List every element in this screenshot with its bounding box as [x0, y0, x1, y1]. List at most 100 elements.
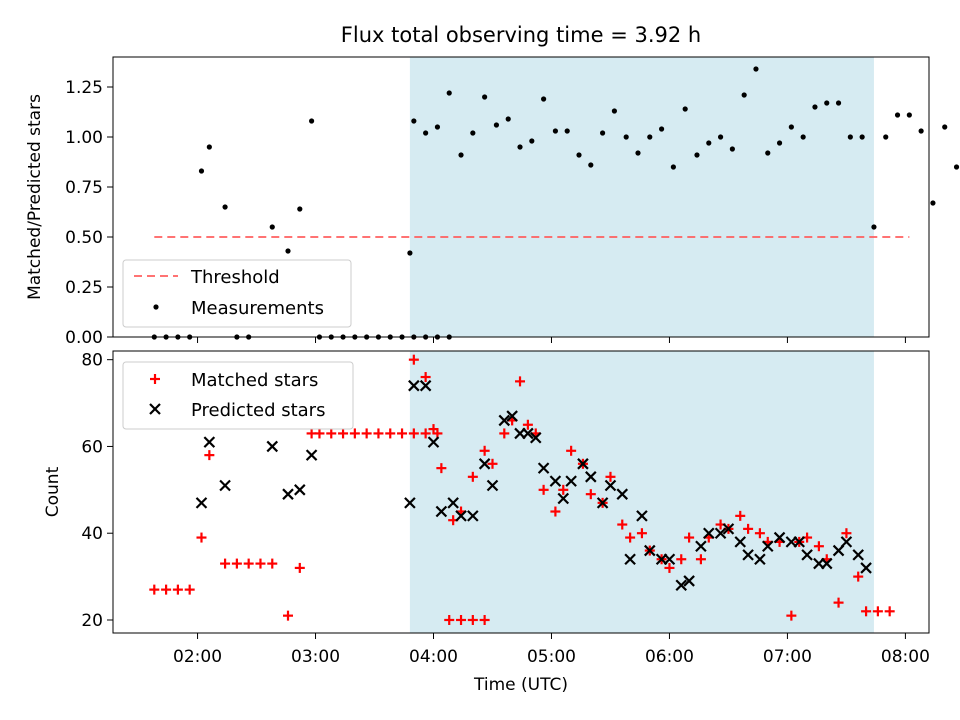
- top-y-axis-label: Matched/Predicted stars: [25, 94, 45, 300]
- predicted-star-point: [203, 436, 216, 448]
- predicted-star-point: [860, 562, 872, 574]
- predicted-star-point: [695, 540, 707, 553]
- matched-star-point: [515, 376, 526, 387]
- measurement-point: [635, 150, 641, 156]
- matched-star-point: [243, 558, 254, 569]
- matched-star-point: [861, 606, 872, 617]
- predicted-star-point: [754, 553, 766, 566]
- measurement-point: [706, 140, 712, 146]
- bottom-plot-frame: [112, 350, 930, 634]
- measurement-point: [246, 334, 252, 340]
- measurement-point: [434, 334, 441, 340]
- x-tick-label: 04:00: [409, 647, 458, 667]
- matched-star-point: [754, 528, 765, 539]
- matched-star-point: [204, 450, 215, 461]
- predicted-star-point: [734, 536, 747, 548]
- matched-star-point: [294, 562, 305, 573]
- measurement-point: [411, 334, 417, 340]
- matched-star-point: [456, 614, 467, 625]
- matched-star-point: [397, 428, 408, 439]
- matched-star-point: [385, 428, 396, 439]
- measurement-point: [588, 162, 594, 168]
- predicted-star-point: [419, 379, 432, 392]
- measurement-point: [859, 134, 865, 140]
- matched-star-point: [617, 519, 628, 530]
- top-plot-frame: [112, 56, 930, 338]
- matched-star-point: [361, 428, 372, 439]
- matched-star-point: [833, 597, 844, 608]
- measurement-point: [647, 134, 653, 140]
- predicted-star-point: [455, 510, 467, 522]
- predicted-star-point: [683, 575, 695, 587]
- matched-star-point: [314, 428, 325, 439]
- matched-star-point: [522, 419, 533, 430]
- measurement-point: [847, 134, 853, 140]
- measurement-point: [670, 164, 676, 170]
- legend-matched-label: Matched stars: [191, 370, 318, 391]
- x-tick-label: 02:00: [173, 647, 222, 667]
- measurement-point: [446, 334, 452, 340]
- predicted-star-point: [604, 479, 617, 492]
- matched-star-point: [735, 510, 746, 521]
- matched-star-point: [428, 424, 439, 435]
- measurement-point: [407, 250, 413, 256]
- measurement-point: [151, 334, 157, 340]
- matched-star-point: [684, 532, 695, 543]
- measurement-point: [918, 128, 924, 134]
- predicted-star-point: [447, 497, 459, 509]
- predicted-star-point: [478, 458, 491, 470]
- top-legend-box: [122, 259, 352, 328]
- matched-star-point: [695, 554, 706, 565]
- predicted-star-point: [624, 553, 636, 566]
- measurement-point: [352, 334, 358, 340]
- measurement-point: [206, 144, 212, 150]
- measurement-point: [942, 124, 948, 130]
- matched-star-point: [231, 558, 242, 569]
- predicted-star-point: [761, 540, 774, 553]
- matched-star-point: [884, 606, 895, 617]
- predicted-star-point: [722, 523, 735, 535]
- measurement-point: [930, 200, 936, 206]
- y-tick-label: 80: [81, 351, 103, 371]
- predicted-star-point: [840, 536, 853, 548]
- measurement-point: [493, 122, 500, 128]
- bottom-x-axis-ticks: 02:00 03:00 04:00 05:00 06:00 07:00 08:00: [173, 633, 930, 667]
- measurement-point: [529, 138, 535, 144]
- matched-star-point: [326, 428, 337, 439]
- matched-star-point: [664, 562, 675, 573]
- predicted-star-point: [636, 510, 648, 522]
- y-tick-label: 40: [81, 524, 103, 544]
- y-tick-label: 0.50: [65, 228, 103, 248]
- x-tick-label: 06:00: [645, 647, 694, 667]
- measurement-point: [824, 100, 830, 106]
- measurement-point: [423, 130, 429, 136]
- measurement-point: [470, 130, 476, 136]
- matched-star-point: [558, 484, 569, 495]
- matched-star-point: [625, 532, 636, 543]
- top-x-axis-ticks: [197, 337, 906, 343]
- matched-star-point: [408, 354, 419, 365]
- measurement-point: [434, 124, 441, 130]
- matched-star-point: [420, 372, 431, 383]
- predicted-star-point: [427, 436, 440, 448]
- measurement-point: [682, 106, 688, 112]
- y-tick-label: 20: [81, 611, 103, 631]
- measurement-point: [835, 100, 842, 106]
- y-tick-label: 1.00: [65, 128, 103, 148]
- measurement-point: [788, 124, 794, 130]
- predicted-star-point: [486, 479, 499, 492]
- predicted-star-point: [644, 544, 656, 557]
- measurement-point: [953, 164, 960, 170]
- measurement-point: [285, 248, 291, 254]
- matched-star-point: [499, 428, 510, 439]
- matched-star-point: [373, 428, 384, 439]
- measurement-point: [387, 334, 393, 340]
- x-axis-label: Time (UTC): [473, 675, 568, 695]
- matched-star-point: [436, 463, 447, 474]
- measurement-point: [187, 334, 193, 340]
- predicted-star-point: [404, 497, 416, 509]
- x-tick-label: 05:00: [527, 647, 576, 667]
- measurement-point: [658, 126, 665, 132]
- predicted-star-point: [852, 549, 864, 561]
